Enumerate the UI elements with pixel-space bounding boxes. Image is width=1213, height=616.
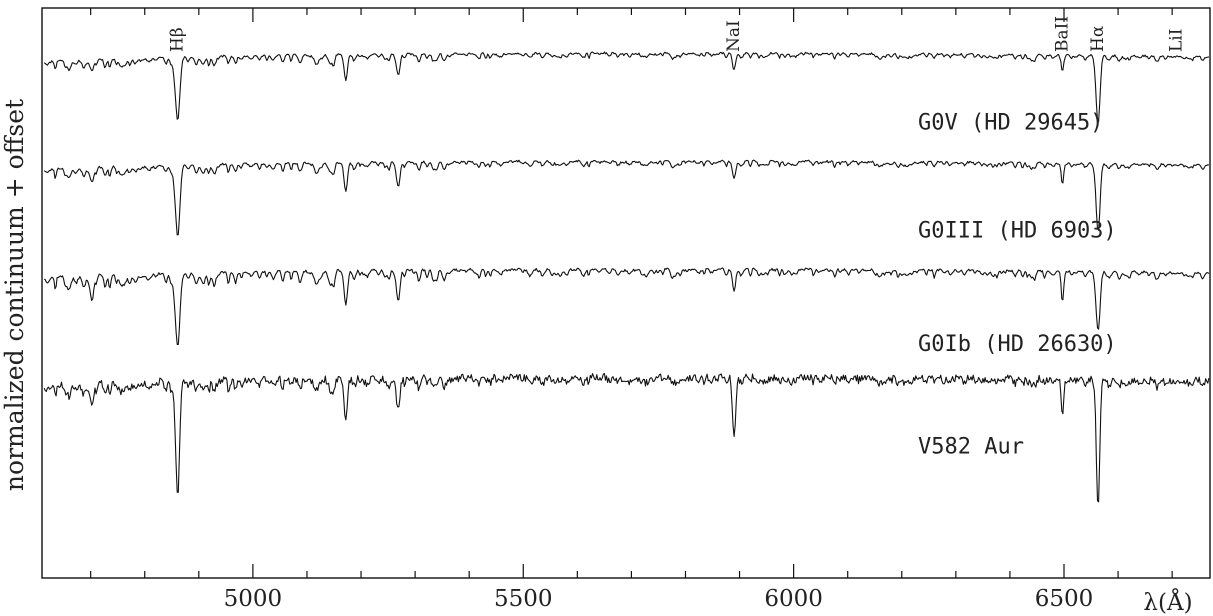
spectrum-line [43,159,1210,236]
x-tick-label: 5500 [494,586,553,612]
spectrum-line [43,51,1210,123]
y-axis-label: normalized continuum + offset [0,99,29,491]
spectra-series: G0V (HD 29645) G0III (HD 6903) G0Ib (HD 26… [43,51,1210,503]
plot-frame [41,7,1211,579]
series-label: G0Ib (HD 26630) [918,332,1117,357]
x-axis-ticks: 5000 5500 6000 6500 [90,8,1173,612]
series-label: V582 Aur [918,435,1024,460]
line-identifications: Hβ NaI BaII Hα LiI [168,16,1187,52]
spectrum-line [43,267,1210,346]
series-label: G0V (HD 29645) [918,111,1103,136]
line-id-label: LiI [1166,29,1186,52]
line-id-label: Hα [1088,25,1108,52]
spectrum-line [43,372,1210,503]
line-id-label: Hβ [168,27,188,52]
x-axis-label: λ(Å) [1143,588,1192,616]
line-id-label: BaII [1052,16,1072,52]
line-id-label: NaI [724,20,744,52]
x-tick-label: 5000 [224,586,283,612]
x-tick-label: 6000 [764,586,823,612]
x-tick-label: 6500 [1035,586,1094,612]
series-label: G0III (HD 6903) [918,219,1117,244]
